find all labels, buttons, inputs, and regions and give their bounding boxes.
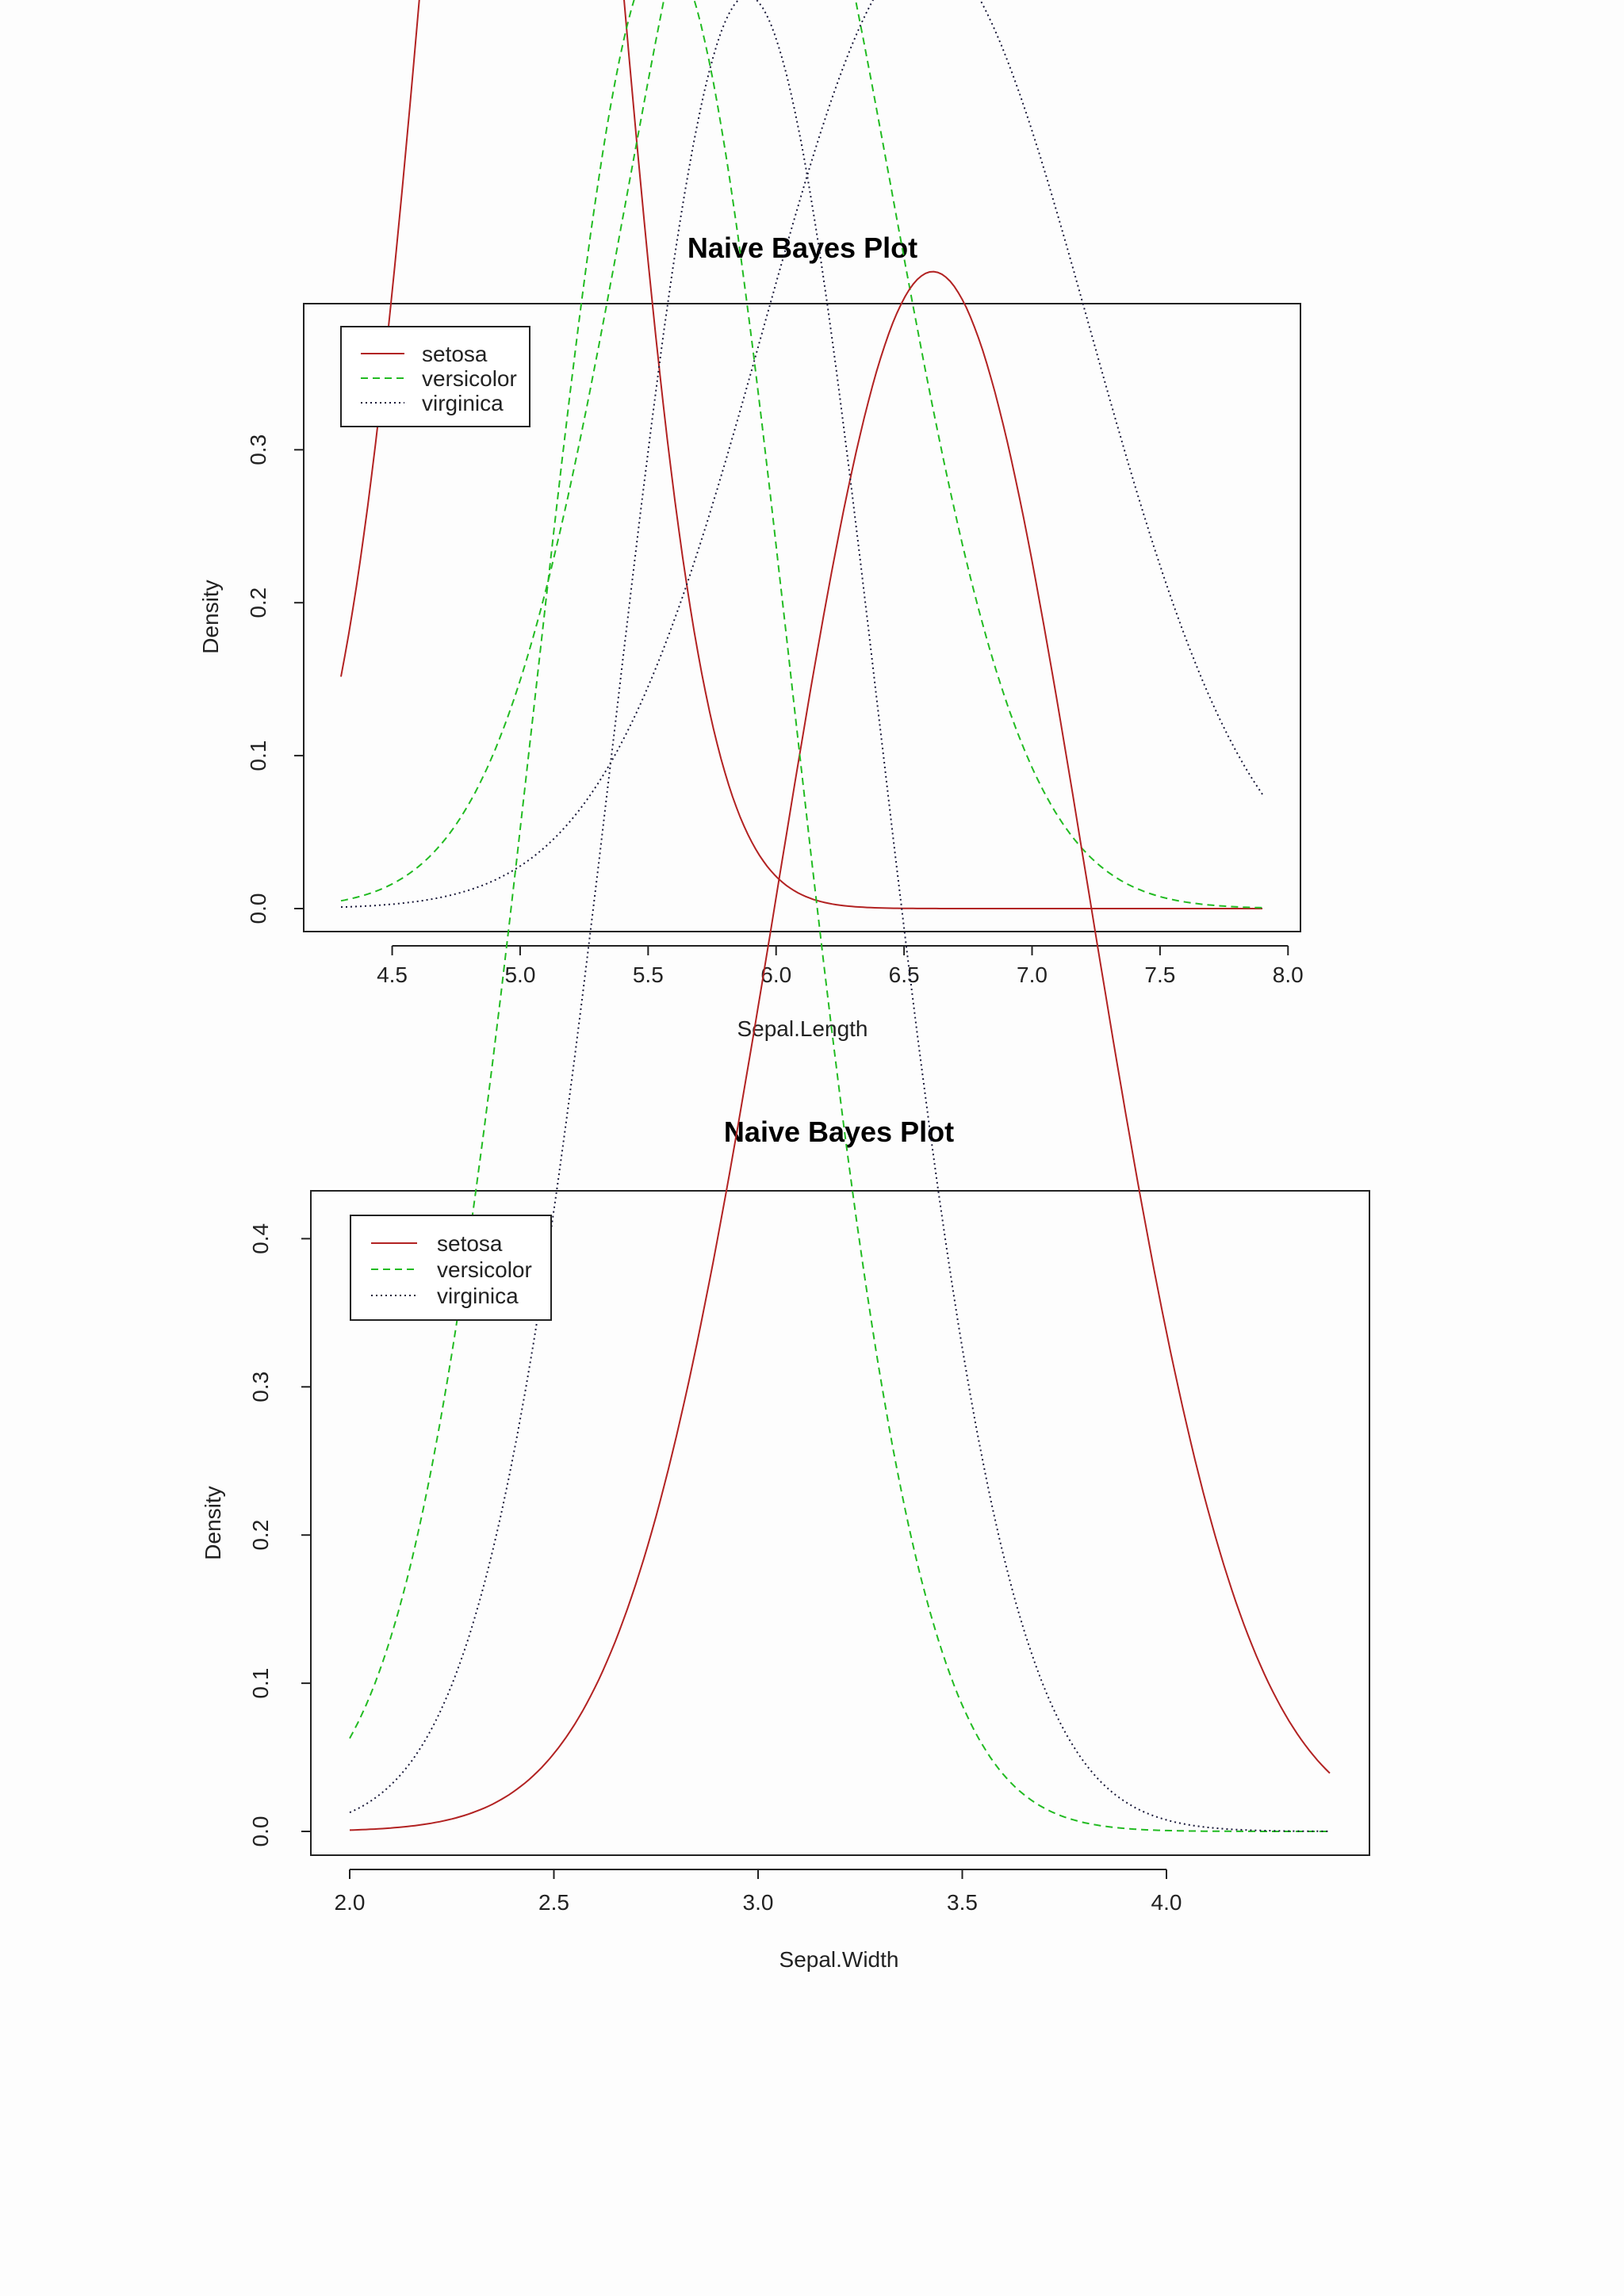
series-line-versicolor xyxy=(349,0,1330,1832)
legend-label-virginica: virginica xyxy=(437,1284,519,1308)
density-curves xyxy=(340,0,1263,909)
series-line-virginica xyxy=(349,0,1330,1832)
x-axis: 2.0 2.5 3.0 3.5 4.0 xyxy=(335,1869,1182,1915)
density-curves xyxy=(349,0,1331,1832)
x-tick-label: 4.5 xyxy=(377,962,408,987)
x-axis: 4.5 5.0 5.5 6.0 6.5 7.0 7.5 8.0 xyxy=(377,945,1304,987)
legend-box xyxy=(350,1215,552,1321)
x-tick-label: 2.5 xyxy=(538,1890,569,1915)
y-tick-label: 0.3 xyxy=(246,434,270,465)
x-tick-label: 7.5 xyxy=(1144,962,1175,987)
x-tick-label: 8.0 xyxy=(1273,962,1304,987)
y-tick-label: 0.3 xyxy=(248,1372,273,1402)
x-tick-label: 2.0 xyxy=(335,1890,366,1915)
series-line-versicolor xyxy=(340,0,1263,909)
y-axis: 0.0 0.1 0.2 0.3 0.4 xyxy=(248,1223,312,1847)
legend-label-setosa: setosa xyxy=(422,342,488,366)
chart-sepal-length: Naive Bayes Plot 4.5 5.0 5.5 6.0 6.5 7.0 7.5 8.… xyxy=(198,0,1304,1041)
x-tick-label: 6.5 xyxy=(889,962,920,987)
x-axis-label: Sepal.Length xyxy=(737,1016,868,1041)
legend-label-versicolor: versicolor xyxy=(437,1257,532,1282)
legend-label-setosa: setosa xyxy=(437,1231,503,1256)
x-tick-label: 3.5 xyxy=(947,1890,978,1915)
x-axis-label: Sepal.Width xyxy=(779,1947,899,1972)
y-tick-label: 0.4 xyxy=(248,1223,273,1254)
chart-sepal-width: Naive Bayes Plot 2.0 2.5 3.0 3.5 4.0 0.00.10… xyxy=(201,0,1370,1972)
y-axis-label: Density xyxy=(201,1486,225,1559)
y-tick-label: 0.0 xyxy=(248,1816,273,1847)
legend-box xyxy=(340,326,530,427)
x-tick-label: 7.0 xyxy=(1017,962,1048,987)
legend-label-virginica: virginica xyxy=(422,391,504,415)
x-tick-label: 4.0 xyxy=(1151,1890,1182,1915)
y-tick-label: 0.1 xyxy=(248,1668,273,1699)
y-tick-label: 0.2 xyxy=(246,587,270,618)
legend-label-versicolor: versicolor xyxy=(422,366,517,391)
y-axis: 0.0 0.1 0.2 0.3 xyxy=(246,434,304,924)
y-tick-label: 0.0 xyxy=(246,894,270,924)
chart-title: Naive Bayes Plot xyxy=(724,1115,954,1148)
chart-title: Naive Bayes Plot xyxy=(688,232,917,264)
legend: setosa versicolor virginica xyxy=(340,326,530,427)
series-line-virginica xyxy=(340,0,1263,909)
x-tick-label: 5.5 xyxy=(633,962,664,987)
x-tick-label: 6.0 xyxy=(760,962,791,987)
legend: setosa versicolor virginica xyxy=(350,1215,552,1321)
y-tick-label: 0.2 xyxy=(248,1520,273,1551)
x-tick-label: 3.0 xyxy=(743,1890,774,1915)
y-axis-label: Density xyxy=(198,580,223,653)
series-line-setosa xyxy=(349,270,1331,1831)
series-line-setosa xyxy=(340,0,1262,909)
y-tick-label: 0.1 xyxy=(246,740,270,771)
x-tick-label: 5.0 xyxy=(504,962,535,987)
